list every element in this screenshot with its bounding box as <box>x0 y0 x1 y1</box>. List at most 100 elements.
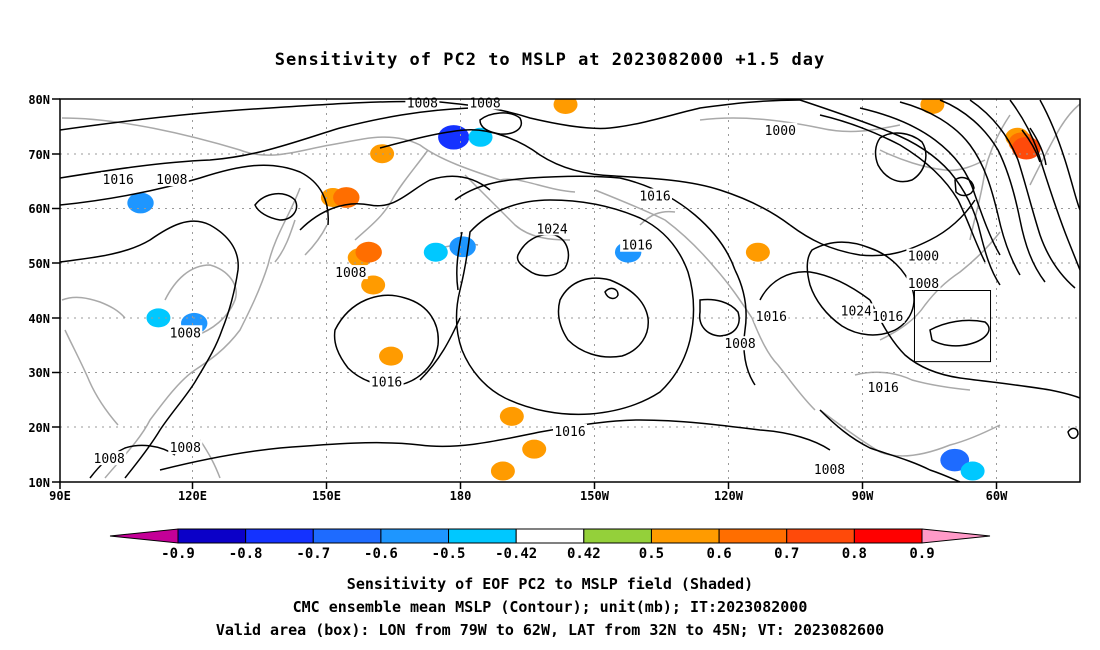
caption-line-1: Sensitivity of EOF PC2 to MSLP field (Sh… <box>346 575 754 593</box>
lon-label: 60W <box>986 489 1008 503</box>
negative-sensitivity-patch <box>940 448 970 472</box>
contour-label-bg <box>333 265 368 280</box>
contour-label-bg <box>553 423 587 438</box>
contour-label: 1008 <box>407 96 438 111</box>
lat-label: 50N <box>28 257 50 271</box>
contour-label-bg <box>168 325 203 340</box>
negative-sensitivity-patch <box>438 125 470 150</box>
colorbar-swatch <box>177 528 247 544</box>
contour-label: 1000 <box>765 124 796 139</box>
contour-label: 1016 <box>554 425 585 440</box>
contour-label: 1016 <box>756 310 787 325</box>
contour-label: 1008 <box>94 452 125 467</box>
contour-label-bg <box>870 308 905 323</box>
contour-label: 1008 <box>170 326 201 341</box>
colorbar-swatch <box>380 528 450 544</box>
negative-sensitivity-patch <box>509 237 532 256</box>
colorbar-swatch <box>515 528 585 544</box>
contour-label: 1016 <box>872 310 903 325</box>
contour-label: 1008 <box>170 441 201 456</box>
positive-sensitivity-patch <box>490 461 515 481</box>
caption-line-2: CMC ensemble mean MSLP (Contour); unit(m… <box>292 598 808 616</box>
caption-line-3: Valid area (box): LON from 79W to 62W, L… <box>215 621 885 639</box>
colorbar-label: 0.42 <box>567 546 601 562</box>
negative-sensitivity-patch <box>960 461 985 481</box>
positive-sensitivity-patch <box>355 241 382 263</box>
colorbar-swatch <box>448 528 517 544</box>
lon-label: 150E <box>312 489 341 503</box>
positive-sensitivity-patch <box>361 275 386 295</box>
lat-label: 30N <box>28 366 50 380</box>
positive-sensitivity-patch <box>745 242 770 262</box>
mslp-contours <box>60 99 1080 482</box>
contour-label-bg <box>839 303 874 318</box>
negative-sensitivity-patch <box>127 192 154 214</box>
colorbar-label: 0.6 <box>706 546 731 562</box>
colorbar-label: -0.9 <box>161 546 195 562</box>
contour-label: 1016 <box>103 173 134 188</box>
lat-label: 70N <box>28 148 50 162</box>
contour-label: 1016 <box>639 189 670 204</box>
colorbar-label: -0.8 <box>229 546 263 562</box>
colorbar-label: -0.5 <box>432 546 466 562</box>
axis-ticks <box>52 98 998 489</box>
colorbar-swatch <box>583 528 652 544</box>
contour-label: 1016 <box>371 376 402 391</box>
positive-sensitivity-patch <box>333 187 360 208</box>
colorbar-swatch <box>853 528 923 544</box>
lon-label: 120W <box>714 489 744 503</box>
colorbar-high-triangle <box>921 528 991 544</box>
negative-sensitivity-patch <box>468 127 493 147</box>
contour-label-bg <box>812 462 847 477</box>
contour-label-bg <box>763 122 798 137</box>
positive-sensitivity-patch <box>920 99 945 114</box>
graticule <box>60 99 1080 482</box>
lon-axis-labels: 90E 120E 150E 180 150W 120W 90W 60W <box>49 489 1008 503</box>
contour-label: 1008 <box>469 96 500 111</box>
contour-label-bg <box>754 308 789 323</box>
negative-sensitivity-patch <box>449 236 476 258</box>
negative-sensitivity-patch <box>423 242 448 262</box>
contour-label-bg <box>535 221 570 236</box>
contour-label-bg <box>168 440 203 455</box>
map-border <box>59 98 1081 483</box>
contour-label: 1024 <box>841 304 872 319</box>
colorbar-swatch <box>718 528 788 544</box>
lat-label: 60N <box>28 202 50 216</box>
contour-label: 1008 <box>724 337 755 352</box>
colorbar-swatch <box>786 528 855 544</box>
contour-label: 1008 <box>335 266 366 281</box>
colorbar-label: -0.6 <box>364 546 398 562</box>
contour-label-bg <box>92 451 127 466</box>
contour-label-bg <box>369 374 404 389</box>
colorbar-swatch <box>312 528 382 544</box>
contour-label: 1008 <box>814 463 845 478</box>
contour-label: 1016 <box>868 381 899 396</box>
colorbar-label: 0.7 <box>774 546 799 562</box>
contour-label-bg <box>101 172 136 187</box>
lat-label: 20N <box>28 421 50 435</box>
colorbar-label: 0.9 <box>909 546 934 562</box>
contour-label-bg <box>906 276 941 291</box>
contour-label-bg <box>906 248 941 263</box>
contour-label: 1008 <box>908 277 939 292</box>
lat-label: 40N <box>28 312 50 326</box>
colorbar-swatch <box>650 528 720 544</box>
valid-area-box <box>913 290 992 363</box>
contour-label: 1008 <box>156 173 187 188</box>
contour-label-bg <box>620 237 655 252</box>
contour-label-bg <box>866 379 901 394</box>
contour-label-bg <box>154 172 189 187</box>
colorbar-label: 0.5 <box>639 546 664 562</box>
lon-label: 150W <box>580 489 610 503</box>
lon-label: 90E <box>49 489 71 503</box>
colorbar-swatch <box>245 528 314 544</box>
lon-label: 90W <box>852 489 874 503</box>
colorbar-label: -0.7 <box>296 546 330 562</box>
colorbar-label: -0.42 <box>495 546 537 562</box>
colorbar: -0.9 -0.8 -0.7 -0.6 -0.5 -0.42 0.42 0.5 0.6 0.7 0.… <box>109 528 991 562</box>
lat-label: 10N <box>28 476 50 490</box>
contour-label: 1016 <box>621 239 652 254</box>
lon-label: 120E <box>178 489 207 503</box>
